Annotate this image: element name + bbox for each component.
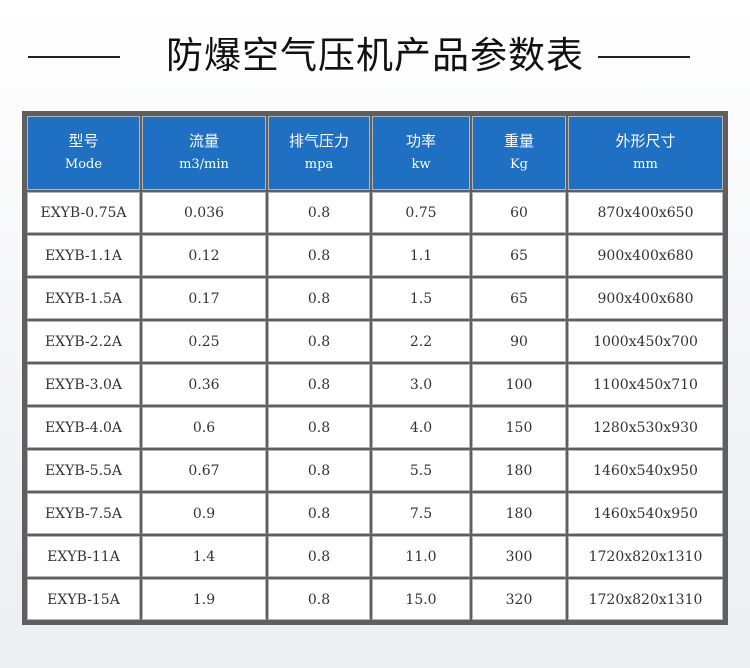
table-body: EXYB-0.75A 0.036 0.8 0.75 60 870x400x650 EXYB-… [27, 192, 723, 620]
table-cell: 0.12 [142, 235, 266, 276]
table-row: EXYB-4.0A 0.6 0.8 4.0 150 1280x530x930 [27, 407, 723, 448]
table-cell: 1000x450x700 [568, 321, 723, 362]
table-cell: 0.8 [268, 321, 370, 362]
table-frame: 型号 Mode 流量 m3/min 排气压力 mpa 功率 kw 重量 Kg 外形尺寸 mm EXYB… [22, 111, 728, 625]
table-cell: 0.8 [268, 278, 370, 319]
table-row: EXYB-7.5A 0.9 0.8 7.5 180 1460x540x950 [27, 493, 723, 534]
table-cell: 1.4 [142, 536, 266, 577]
table-cell: 1460x540x950 [568, 493, 723, 534]
header-unit: kw [411, 157, 431, 172]
table-cell: 0.6 [142, 407, 266, 448]
table-row: EXYB-0.75A 0.036 0.8 0.75 60 870x400x650 [27, 192, 723, 233]
table-row: EXYB-1.1A 0.12 0.8 1.1 65 900x400x680 [27, 235, 723, 276]
header-label: 排气压力 [288, 132, 349, 150]
table-cell: 1100x450x710 [568, 364, 723, 405]
table-row: EXYB-15A 1.9 0.8 15.0 320 1720x820x1310 [27, 579, 723, 620]
table-cell: 2.2 [372, 321, 470, 362]
table-cell: 180 [472, 450, 566, 491]
header-label: 型号 [68, 132, 99, 150]
column-header: 型号 Mode [27, 116, 140, 190]
table-cell: 1460x540x950 [568, 450, 723, 491]
table-cell: 0.8 [268, 192, 370, 233]
header-unit: mpa [304, 157, 334, 172]
table-cell: EXYB-5.5A [27, 450, 140, 491]
table-cell: 0.8 [268, 493, 370, 534]
table-cell: EXYB-0.75A [27, 192, 140, 233]
table-cell: 1.9 [142, 579, 266, 620]
table-row: EXYB-1.5A 0.17 0.8 1.5 65 900x400x680 [27, 278, 723, 319]
table-cell: 0.67 [142, 450, 266, 491]
table-cell: 0.9 [142, 493, 266, 534]
table-cell: 1280x530x930 [568, 407, 723, 448]
table-cell: EXYB-1.5A [27, 278, 140, 319]
table-cell: 0.17 [142, 278, 266, 319]
table-cell: 0.25 [142, 321, 266, 362]
column-header: 排气压力 mpa [268, 116, 370, 190]
table-cell: 3.0 [372, 364, 470, 405]
table-cell: 0.8 [268, 450, 370, 491]
table-cell: 0.8 [268, 579, 370, 620]
table-cell: 65 [472, 278, 566, 319]
table-cell: 870x400x650 [568, 192, 723, 233]
table-cell: 4.0 [372, 407, 470, 448]
table-cell: 0.8 [268, 407, 370, 448]
table-cell: 7.5 [372, 493, 470, 534]
title-rule [598, 56, 690, 58]
table-cell: 320 [472, 579, 566, 620]
table-row: EXYB-3.0A 0.36 0.8 3.0 100 1100x450x710 [27, 364, 723, 405]
table-cell: 300 [472, 536, 566, 577]
table-cell: 150 [472, 407, 566, 448]
table-cell: EXYB-4.0A [27, 407, 140, 448]
table-cell: 900x400x680 [568, 278, 723, 319]
table-cell: 1720x820x1310 [568, 579, 723, 620]
table-cell: 100 [472, 364, 566, 405]
table-cell: 60 [472, 192, 566, 233]
table-row: EXYB-2.2A 0.25 0.8 2.2 90 1000x450x700 [27, 321, 723, 362]
table-row: EXYB-5.5A 0.67 0.8 5.5 180 1460x540x950 [27, 450, 723, 491]
table-cell: 90 [472, 321, 566, 362]
table-cell: 1.1 [372, 235, 470, 276]
spec-table: 型号 Mode 流量 m3/min 排气压力 mpa 功率 kw 重量 Kg 外形尺寸 mm EXYB… [25, 114, 725, 622]
table-cell: 11.0 [372, 536, 470, 577]
table-cell: EXYB-3.0A [27, 364, 140, 405]
header-unit: Mode [64, 157, 103, 172]
column-header: 重量 Kg [472, 116, 566, 190]
header-unit: Kg [509, 157, 529, 172]
title-area: 防爆空气压机产品参数表 [0, 28, 750, 84]
column-header: 功率 kw [372, 116, 470, 190]
table-cell: 1720x820x1310 [568, 536, 723, 577]
header-label: 重量 [503, 132, 534, 150]
table-cell: 0.36 [142, 364, 266, 405]
title-rule [28, 56, 120, 58]
table-cell: EXYB-2.2A [27, 321, 140, 362]
header-row: 型号 Mode 流量 m3/min 排气压力 mpa 功率 kw 重量 Kg 外形尺寸 mm [27, 116, 723, 190]
table-cell: 15.0 [372, 579, 470, 620]
table-cell: 900x400x680 [568, 235, 723, 276]
table-cell: EXYB-7.5A [27, 493, 140, 534]
header-unit: m3/min [179, 157, 229, 172]
table-cell: 180 [472, 493, 566, 534]
header-label: 流量 [188, 132, 219, 150]
header-label: 外形尺寸 [615, 132, 676, 150]
table-cell: 1.5 [372, 278, 470, 319]
column-header: 流量 m3/min [142, 116, 266, 190]
table-cell: 0.8 [268, 235, 370, 276]
table-cell: EXYB-11A [27, 536, 140, 577]
table-cell: 65 [472, 235, 566, 276]
page-title: 防爆空气压机产品参数表 [166, 34, 584, 77]
table-cell: EXYB-1.1A [27, 235, 140, 276]
table-cell: 0.8 [268, 536, 370, 577]
table-cell: EXYB-15A [27, 579, 140, 620]
table-row: EXYB-11A 1.4 0.8 11.0 300 1720x820x1310 [27, 536, 723, 577]
table-cell: 0.8 [268, 364, 370, 405]
header-unit: mm [633, 157, 658, 172]
table-cell: 0.75 [372, 192, 470, 233]
table-cell: 5.5 [372, 450, 470, 491]
table-cell: 0.036 [142, 192, 266, 233]
header-label: 功率 [405, 132, 436, 150]
column-header: 外形尺寸 mm [568, 116, 723, 190]
